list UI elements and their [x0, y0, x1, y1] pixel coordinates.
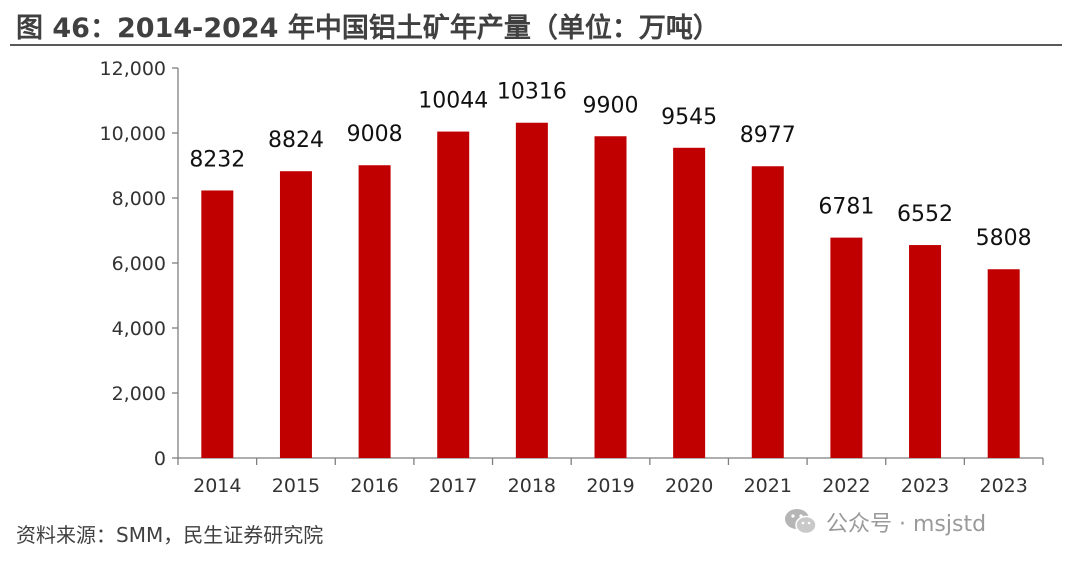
- bar: [201, 190, 234, 458]
- bar-value-label: 8824: [268, 128, 324, 153]
- figure-title: 图 46：2014-2024 年中国铝土矿年产量（单位：万吨）: [16, 13, 720, 44]
- bar-value-label: 5808: [976, 226, 1032, 251]
- x-tick-label: 2015: [272, 475, 320, 497]
- bar: [987, 269, 1020, 458]
- bar: [515, 122, 548, 458]
- x-tick-label: 2020: [665, 475, 713, 497]
- bar-value-label: 9008: [347, 122, 403, 147]
- source-note: 资料来源：SMM，民生证券研究院: [16, 523, 324, 547]
- bar-value-label: 9900: [583, 93, 639, 118]
- y-tick-label: 6,000: [112, 253, 166, 275]
- y-tick-label: 4,000: [112, 318, 166, 340]
- x-tick-label: 2022: [822, 475, 870, 497]
- bar-value-label: 10316: [497, 80, 567, 105]
- bar-value-label: 10044: [418, 89, 488, 114]
- x-tick-label: 2018: [508, 475, 556, 497]
- bar-value-label: 6781: [818, 195, 874, 220]
- x-tick-label: 2014: [193, 475, 241, 497]
- watermark-text: 公众号 · msjstd: [826, 512, 987, 537]
- x-tick-label: 2021: [744, 475, 792, 497]
- x-tick-label: 2023: [901, 475, 949, 497]
- bar: [279, 171, 312, 458]
- bar-value-label: 6552: [897, 202, 953, 227]
- bar-value-label: 9545: [661, 105, 717, 130]
- bar-value-label: 8977: [740, 123, 796, 148]
- y-tick-label: 8,000: [112, 188, 166, 210]
- wechat-icon: [785, 509, 817, 535]
- x-tick-label: 2019: [586, 475, 634, 497]
- y-tick-label: 2,000: [112, 383, 166, 405]
- bar: [830, 237, 863, 458]
- bar: [437, 131, 470, 458]
- y-tick-label: 12,000: [100, 58, 166, 80]
- bar-value-label: 8232: [189, 147, 245, 172]
- bar: [751, 166, 784, 458]
- bar: [358, 165, 391, 459]
- watermark: 公众号 · msjstd: [784, 506, 986, 538]
- title-divider: [10, 44, 1062, 46]
- x-tick-label: 2017: [429, 475, 477, 497]
- x-tick-label: 2023: [980, 475, 1028, 497]
- y-tick-label: 10,000: [100, 123, 166, 145]
- x-tick-label: 2016: [350, 475, 398, 497]
- bar: [673, 147, 706, 458]
- bar: [594, 136, 627, 458]
- y-tick-label: 0: [154, 448, 166, 470]
- bar: [909, 245, 942, 458]
